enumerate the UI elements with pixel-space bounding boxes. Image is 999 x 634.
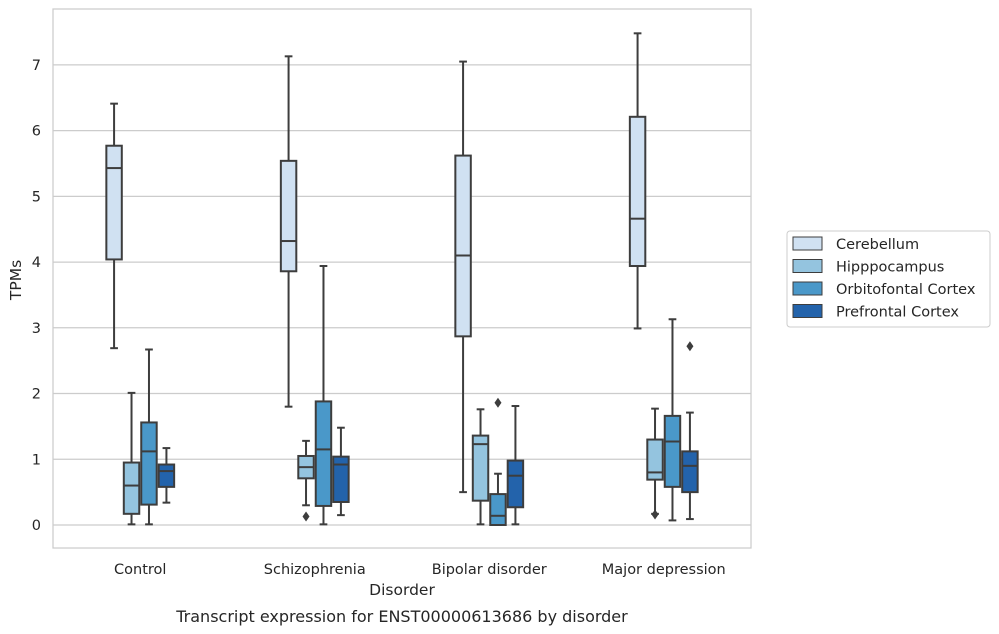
- outlier-point: [494, 397, 502, 408]
- legend: Cerebellum Hipppocampus Orbitofontal Corte…: [786, 230, 991, 328]
- box-orbitofontal-cortex: [140, 348, 158, 526]
- box-iqr: [681, 450, 699, 494]
- x-axis-label: Disorder: [369, 581, 435, 599]
- outlier-point: [686, 341, 694, 352]
- box-hipppocampus: [122, 391, 141, 526]
- y-tick-label: 4: [32, 255, 41, 271]
- y-tick-label: 7: [32, 58, 41, 74]
- y-tick-label: 6: [32, 124, 41, 140]
- chart-caption: Transcript expression for ENST0000061368…: [175, 607, 628, 626]
- y-tick-label: 1: [32, 452, 41, 468]
- outlier-point: [651, 509, 659, 520]
- x-tick-label: Bipolar disorder: [432, 562, 547, 578]
- outlier-point: [302, 511, 310, 522]
- x-axis-ticks: Control Schizophrenia Bipolar disorder Majo…: [114, 562, 726, 578]
- legend-label: Orbitofontal Cortex: [836, 282, 976, 298]
- x-tick-label: Major depression: [602, 562, 726, 578]
- box-hipppocampus: [297, 439, 315, 522]
- box-cerebellum: [628, 32, 647, 330]
- box-iqr: [663, 414, 682, 488]
- box-prefrontal-cortex: [332, 426, 350, 517]
- box-iqr: [454, 154, 472, 338]
- x-tick-label: Schizophrenia: [264, 562, 366, 578]
- y-tick-label: 5: [32, 189, 41, 205]
- x-tick-label: Control: [114, 562, 166, 578]
- legend-swatch: [792, 281, 823, 296]
- y-tick-label: 3: [32, 321, 41, 337]
- box-prefrontal-cortex: [157, 447, 176, 504]
- box-prefrontal-cortex: [681, 341, 699, 521]
- plot-frame: [52, 8, 752, 549]
- box-iqr: [122, 461, 141, 515]
- y-axis-ticks: 0 1 2 3 4 5 6 7: [32, 58, 41, 534]
- box-prefrontal-cortex: [506, 405, 525, 526]
- box-iqr: [646, 438, 664, 481]
- legend-swatch: [792, 259, 823, 273]
- box-cerebellum: [279, 55, 298, 408]
- y-tick-label: 0: [32, 518, 41, 534]
- box-iqr: [105, 144, 123, 261]
- legend-swatch: [792, 304, 823, 318]
- box-iqr: [314, 400, 333, 507]
- box-cerebellum: [105, 102, 123, 350]
- legend-frame: [786, 230, 991, 328]
- box-iqr: [506, 459, 525, 509]
- box-iqr: [628, 115, 647, 268]
- box-cerebellum: [454, 60, 472, 494]
- box-iqr: [279, 159, 298, 273]
- box-iqr: [471, 434, 490, 502]
- grid-lines: [53, 64, 751, 526]
- box-hipppocampus: [471, 408, 490, 526]
- box-iqr: [157, 463, 176, 488]
- box-orbitofontal-cortex: [314, 265, 333, 526]
- legend-label: Prefrontal Cortex: [836, 305, 959, 321]
- y-tick-label: 2: [32, 387, 41, 403]
- y-axis-label: TPMs: [7, 260, 25, 301]
- box-hipppocampus: [646, 407, 664, 520]
- legend-swatch: [792, 236, 823, 251]
- box-iqr: [489, 493, 507, 526]
- box-orbitofontal-cortex: [489, 397, 507, 526]
- box-iqr: [332, 455, 350, 503]
- legend-label: Cerebellum: [836, 237, 919, 253]
- box-orbitofontal-cortex: [663, 318, 682, 522]
- legend-label: Hipppocampus: [836, 260, 944, 276]
- box-iqr: [140, 421, 158, 506]
- box-groups: [105, 32, 699, 526]
